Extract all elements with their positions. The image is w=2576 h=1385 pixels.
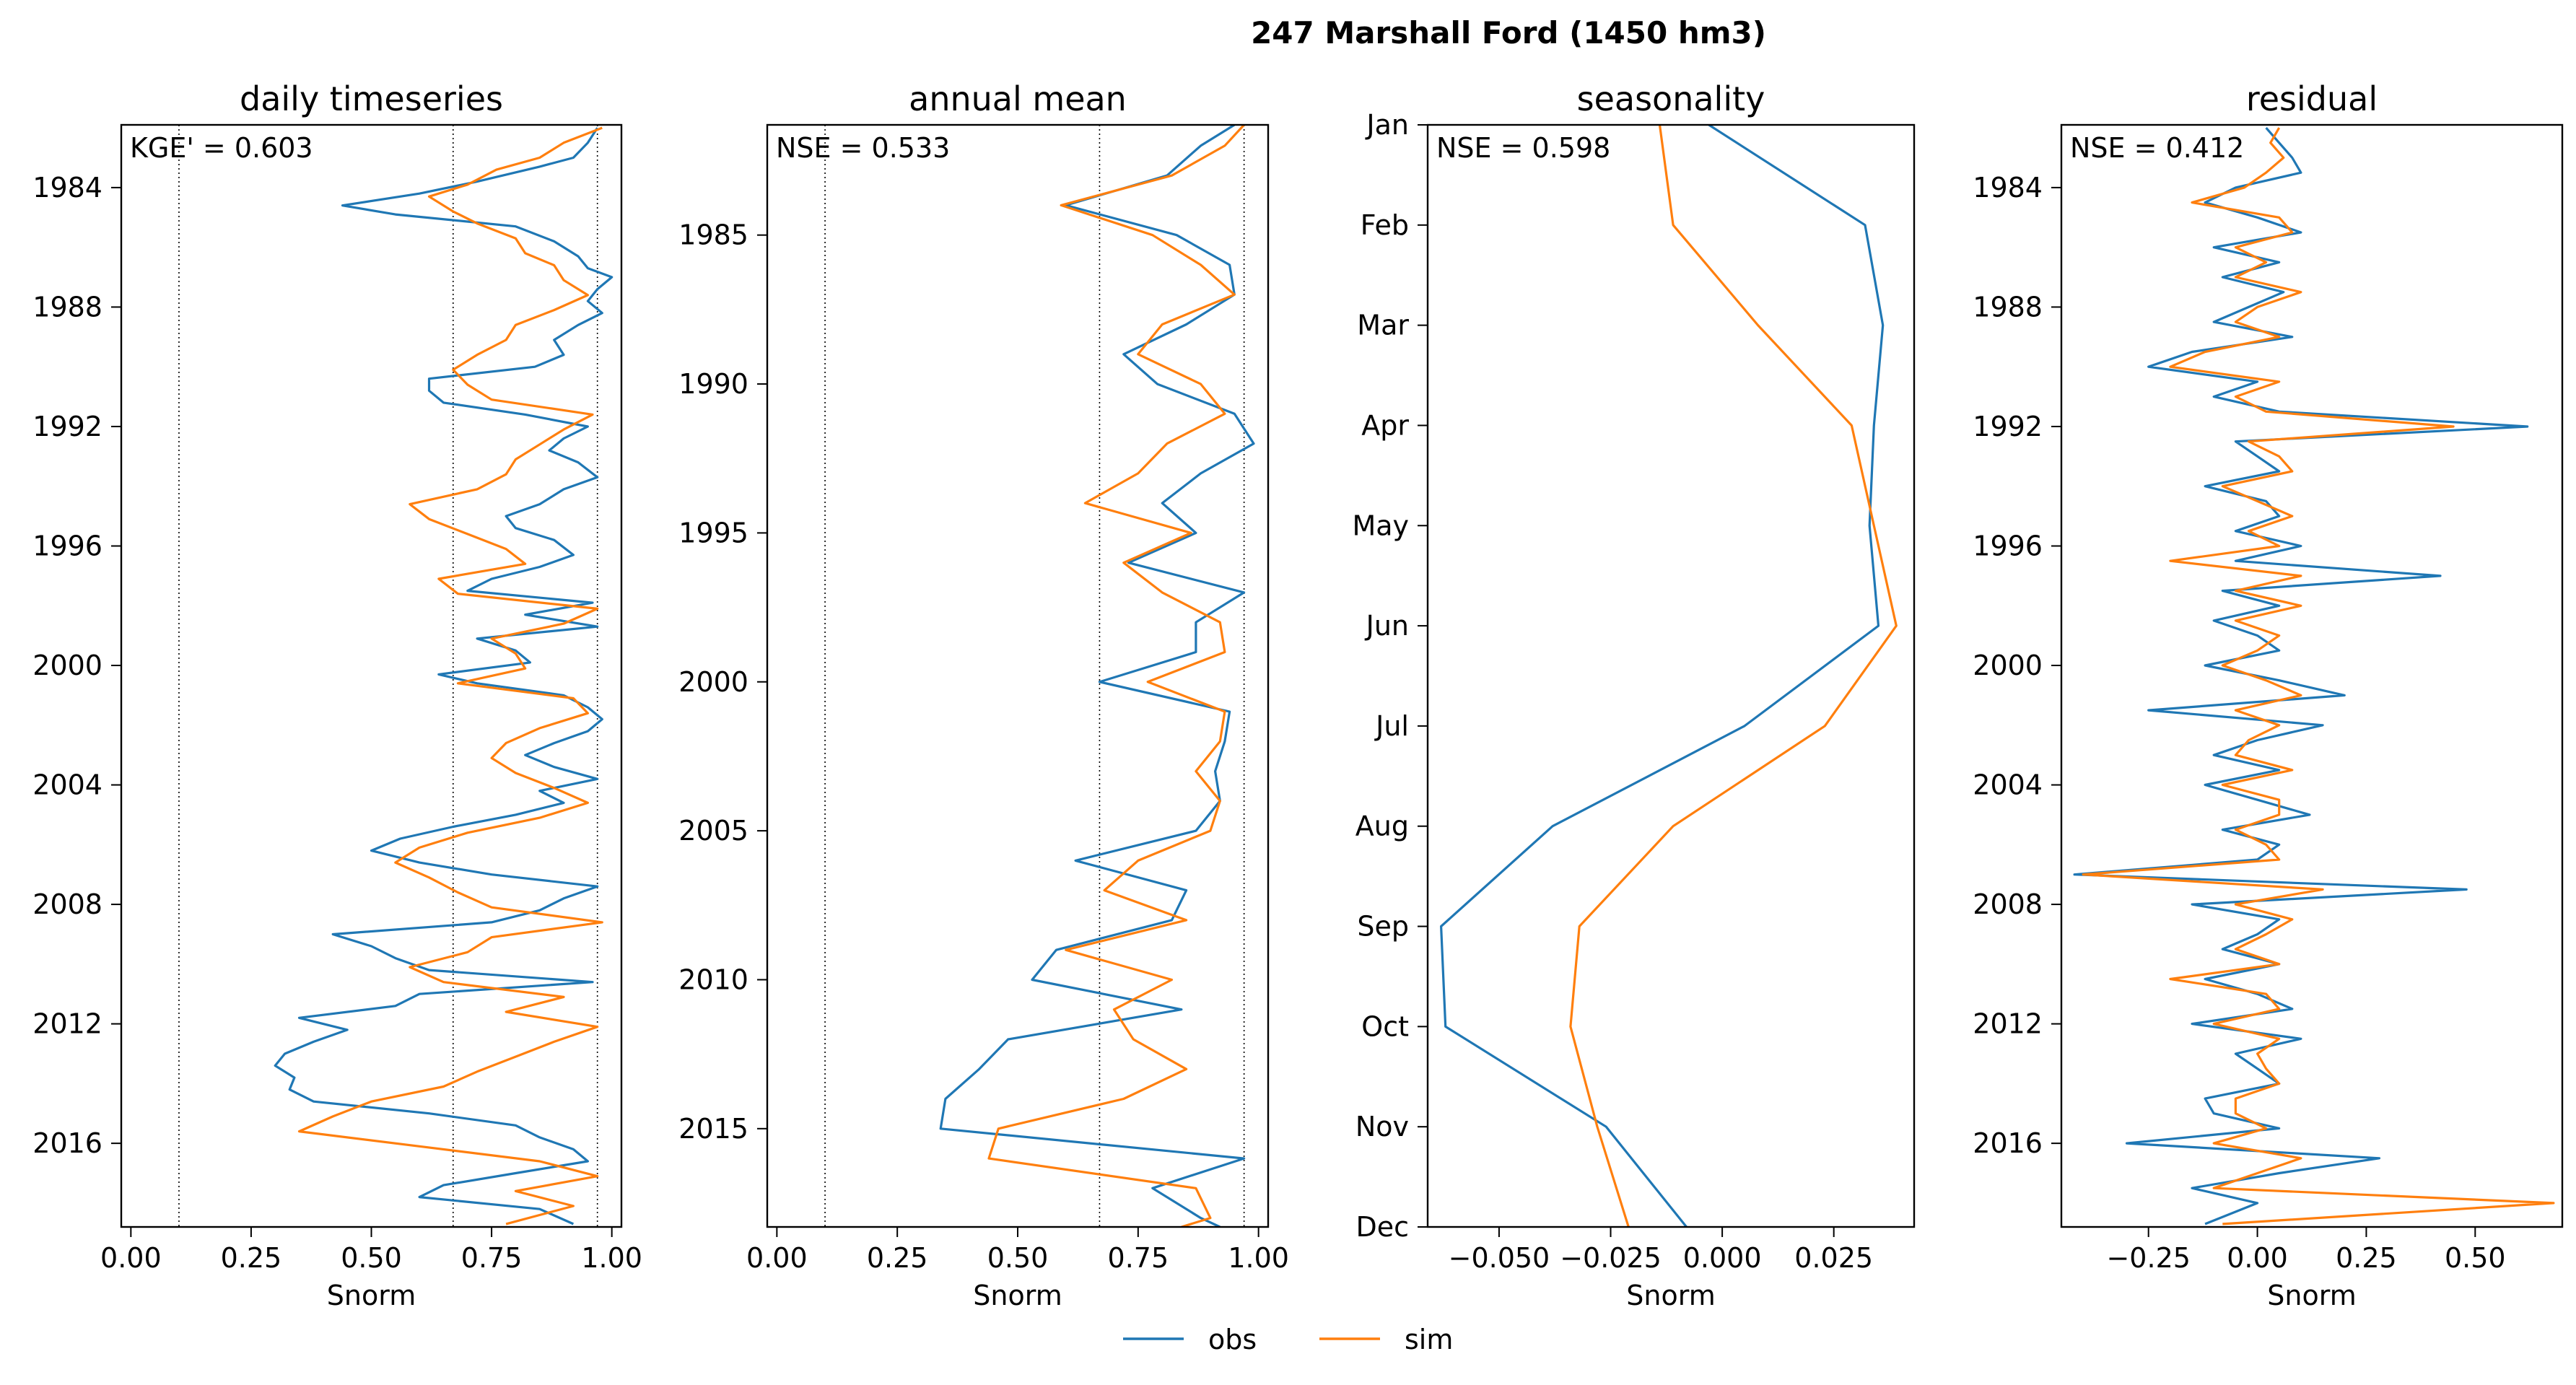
legend: obs sim [1123,1324,1453,1355]
y-tick-label: 2004 [1973,769,2043,801]
y-tick-label: Nov [1355,1111,1409,1142]
x-tick-label: 0.00 [100,1242,162,1274]
panel-title: annual mean [909,79,1127,118]
x-tick-label: −0.025 [1560,1242,1662,1274]
metric-annotation: NSE = 0.533 [776,132,950,164]
x-tick-label: 0.50 [987,1242,1049,1274]
panel-4: −0.25 0.00 0.25 0.50 1984 1988 1992 1996 2000 200… [1973,79,2564,1311]
series-line-sim [987,125,1245,1227]
y-tick-label: Feb [1361,209,1409,241]
y-tick-label: 1996 [32,530,102,562]
x-tick-label: 0.25 [221,1242,282,1274]
y-tick-label: 2005 [678,815,748,847]
y-tick-label: Apr [1361,409,1409,441]
x-tick-label: 0.25 [867,1242,928,1274]
y-tick-label: Dec [1355,1211,1409,1243]
x-tick-label: −0.25 [2106,1242,2190,1274]
axes-frame [120,123,623,1228]
y-tick-label: 2008 [1973,888,2043,920]
series-line-sim [297,126,603,1225]
x-tick-label: 1.00 [1228,1242,1289,1274]
panel-title: seasonality [1577,79,1765,118]
panel-2: 0.00 0.25 0.50 0.75 1.00 1985 1990 1995 2000 2005… [678,79,1289,1311]
series-line-sim [1569,125,1898,1227]
panel-3: −0.050 −0.025 0.000 0.025 Jan Feb Mar Apr May Jun… [1352,79,1916,1311]
y-tick-label: 2016 [1973,1127,2043,1159]
panel-title: daily timeseries [240,79,503,118]
x-tick-label: −0.050 [1449,1242,1550,1274]
y-tick-label: 1988 [32,291,102,323]
panel-1: 0.00 0.25 0.50 0.75 1.00 1984 1988 1992 1996 2000… [32,79,642,1311]
figure-suptitle: 247 Marshall Ford (1450 hm3) [1251,15,1766,51]
y-tick-label: 1984 [1973,172,2043,204]
axes-frame [1426,123,1916,1228]
x-tick-label: 0.50 [2445,1242,2506,1274]
axes-frame [766,123,1270,1228]
y-tick-label: Jan [1365,109,1409,141]
x-tick-label: 0.50 [341,1242,402,1274]
y-tick-label: 1985 [678,219,748,251]
series-line-obs [1439,125,1885,1227]
y-tick-label: 1990 [678,368,748,400]
y-tick-label: 2000 [32,650,102,681]
y-tick-label: 1988 [1973,291,2043,323]
y-tick-label: 2000 [1973,650,2043,681]
y-tick-label: 1984 [32,172,102,204]
x-axis-label: Snorm [327,1280,416,1311]
y-tick-label: 2015 [678,1113,748,1145]
y-tick-label: Oct [1361,1010,1409,1042]
series-line-obs [939,125,1255,1227]
y-tick-label: Mar [1357,310,1409,341]
y-tick-label: Sep [1357,911,1409,943]
y-tick-label: May [1352,510,1409,541]
axes-frame [2060,123,2564,1228]
x-axis-label: Snorm [973,1280,1062,1311]
x-tick-label: 0.00 [746,1242,808,1274]
x-tick-label: 0.000 [1683,1242,1762,1274]
metric-annotation: NSE = 0.412 [2070,132,2244,164]
y-tick-label: Jul [1374,710,1409,742]
x-axis-label: Snorm [2267,1280,2356,1311]
x-axis-label: Snorm [1626,1280,1715,1311]
x-tick-label: 0.75 [461,1242,523,1274]
metric-annotation: KGE' = 0.603 [130,132,313,164]
y-tick-label: 2004 [32,769,102,801]
legend-sim-label: sim [1405,1324,1453,1355]
x-tick-label: 0.00 [2227,1242,2288,1274]
legend-obs-label: obs [1208,1324,1257,1355]
y-tick-label: 1996 [1973,530,2043,562]
y-tick-label: Aug [1355,811,1409,842]
y-tick-label: 1995 [678,517,748,549]
series-line-sim [2082,127,2555,1225]
y-tick-label: Jun [1365,610,1409,642]
y-tick-label: 2012 [1973,1008,2043,1040]
series-line-obs [274,127,614,1225]
y-tick-label: 1992 [1973,411,2043,442]
y-tick-label: 2008 [32,888,102,920]
panel-title: residual [2246,79,2378,118]
x-tick-label: 0.025 [1794,1242,1873,1274]
x-tick-label: 0.75 [1108,1242,1169,1274]
y-tick-label: 2010 [678,964,748,995]
y-tick-label: 2000 [678,666,748,698]
x-tick-label: 1.00 [581,1242,642,1274]
y-tick-label: 1992 [32,411,102,442]
y-tick-label: 2012 [32,1008,102,1040]
y-tick-label: 2016 [32,1127,102,1159]
metric-annotation: NSE = 0.598 [1436,132,1610,164]
x-tick-label: 0.25 [2336,1242,2397,1274]
